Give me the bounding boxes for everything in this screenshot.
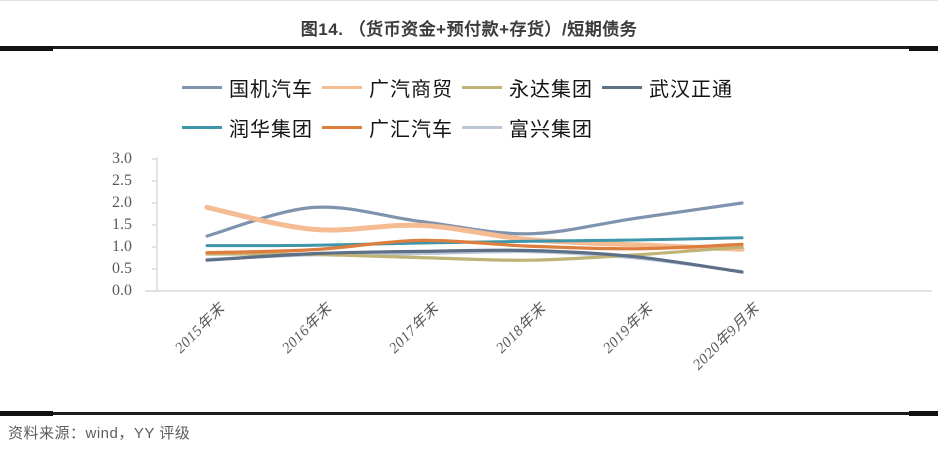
y-tick-label: 2.0 [112, 194, 132, 211]
chart-legend: 国机汽车 广汽商贸 永达集团 武汉正通润华集团 广汇汽车 富兴集团 [182, 67, 742, 147]
legend-item: 富兴集团 [462, 113, 602, 142]
legend-label: 国机汽车 [229, 78, 313, 101]
bottom-rule-right-cap [909, 411, 938, 416]
legend-item: 广汇汽车 [322, 113, 462, 142]
y-tick-label: 2.5 [112, 172, 132, 189]
legend-label: 广汽商贸 [369, 78, 453, 101]
legend-label: 永达集团 [509, 78, 593, 101]
legend-item: 润华集团 [182, 113, 322, 142]
x-tick-label: 2020年9月末 [690, 300, 764, 374]
legend-row: 润华集团 广汇汽车 富兴集团 [182, 107, 742, 147]
y-tick-label: 1.0 [112, 238, 132, 255]
legend-line-swatch-icon [182, 125, 222, 129]
legend-line-swatch-icon [322, 85, 362, 89]
series-line-广汽商贸 [204, 204, 745, 252]
x-tick-label: 2018年末 [493, 300, 550, 357]
legend-label: 润华集团 [229, 118, 313, 141]
x-tick-label: 2019年末 [600, 300, 657, 357]
legend-line-swatch-icon [182, 85, 222, 89]
figure-bottom-rule [0, 412, 938, 415]
legend-label: 武汉正通 [649, 78, 733, 101]
legend-label: 富兴集团 [509, 118, 593, 141]
y-tick-label: 1.5 [112, 216, 132, 233]
y-tick-label: 0.0 [112, 282, 132, 299]
bottom-rule-left-cap [0, 411, 53, 416]
figure-title: 图14. （货币资金+预付款+存货）/短期债务 [300, 20, 638, 39]
legend-row: 国机汽车 广汽商贸 永达集团 武汉正通 [182, 67, 742, 107]
title-rule-left-cap [0, 46, 53, 51]
title-bottom-rule [0, 46, 938, 49]
series-line-国机汽车 [205, 201, 744, 238]
source-note: 资料来源：wind，YY 评级 [8, 425, 191, 442]
y-tick-label: 3.0 [112, 150, 132, 167]
series-line-广汇汽车 [205, 238, 744, 255]
series-line-武汉正通 [205, 248, 744, 274]
y-tick-label: 0.5 [112, 260, 132, 277]
series-line-永达集团 [205, 245, 744, 262]
legend-item: 永达集团 [462, 73, 602, 102]
legend-label: 广汇汽车 [369, 118, 453, 141]
legend-line-swatch-icon [322, 125, 362, 129]
legend-item: 武汉正通 [602, 73, 742, 102]
legend-line-swatch-icon [462, 125, 502, 129]
series-line-润华集团 [205, 236, 744, 248]
figure-title-row: 图14. （货币资金+预付款+存货）/短期债务 [0, 15, 938, 40]
legend-item: 国机汽车 [182, 73, 322, 102]
legend-item: 广汽商贸 [322, 73, 462, 102]
series-line-富兴集团 [205, 250, 744, 274]
x-tick-label: 2015年末 [172, 300, 229, 357]
title-rule-right-cap [909, 46, 938, 51]
legend-line-swatch-icon [462, 85, 502, 89]
legend-line-swatch-icon [602, 85, 642, 89]
x-tick-label: 2017年末 [386, 300, 443, 357]
x-tick-label: 2016年末 [279, 300, 336, 357]
